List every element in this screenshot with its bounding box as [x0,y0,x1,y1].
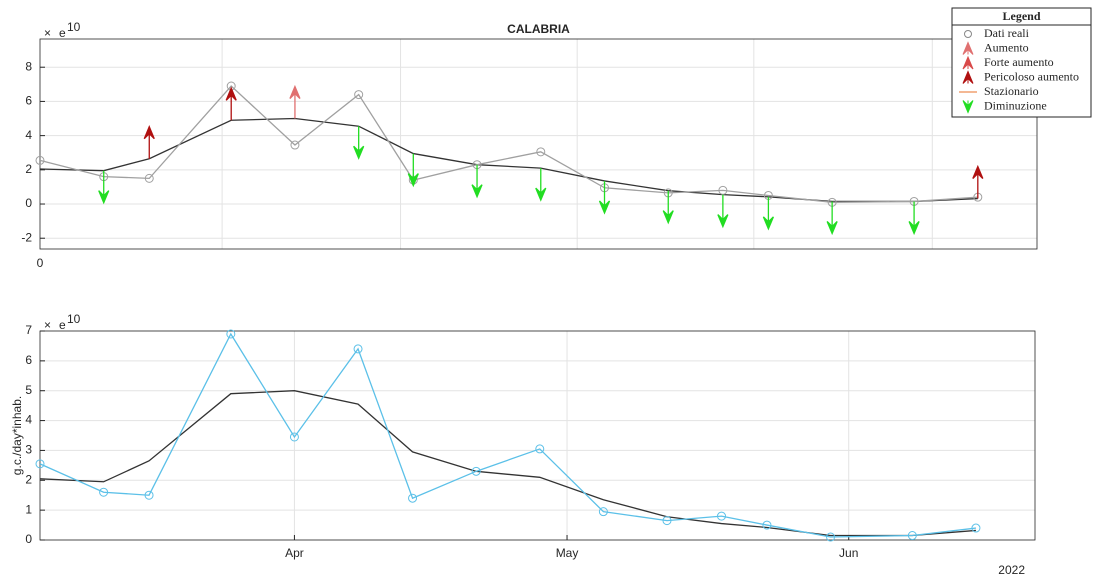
legend-label: Forte aumento [984,55,1054,69]
data-point [717,511,727,521]
y-tick-label: 8 [25,59,32,73]
y-tick-label: 1 [25,502,32,516]
status-arrow [98,170,110,205]
status-arrow [471,164,483,199]
data-point [718,185,728,195]
y-tick-label: -2 [21,230,32,244]
status-arrow [908,201,920,236]
y-tick-label: 5 [25,383,32,397]
legend-label: Diminuzione [984,98,1047,112]
y-tick-label: 2 [25,162,32,176]
data-point [144,490,154,500]
legend-symbol [962,70,974,84]
y-tick-label: 4 [25,128,32,142]
data-point [826,532,836,542]
x-tick-label: 0 [37,256,44,270]
data-point [289,432,299,442]
legend-symbol [962,100,974,114]
data-point [408,493,418,503]
y-axis-label: g.c./day*inhab. [10,396,24,475]
series-line [39,85,978,203]
legend-label: Stazionario [984,84,1039,98]
status-arrow [535,168,547,202]
legend-title: Legend [1002,9,1040,23]
plot-area [40,39,1037,249]
data-point [290,140,300,150]
y-tick-label: 6 [25,353,32,367]
data-point [35,155,45,165]
status-arrow [225,86,237,121]
plot-area [40,331,1035,540]
data-point [226,329,236,339]
status-arrow [598,180,611,215]
y-tick-label: 3 [25,443,32,457]
y-tick-label: 6 [25,94,32,108]
axes-box [39,38,1038,250]
legend-symbol [962,55,974,70]
data-point [762,520,772,530]
axes-box [39,330,1036,541]
legend-label: Aumento [984,40,1029,54]
data-point [354,90,364,100]
y-tick-label: 7 [25,323,32,337]
exponent-base: e [59,318,66,332]
data-point [35,459,45,469]
data-point [907,531,917,541]
exponent-prefix: × [44,318,51,332]
x-tick-label: Apr [285,546,304,560]
data-point [353,344,363,354]
data-point [971,523,981,533]
x-tick-label: May [556,546,579,560]
status-arrow [662,190,674,225]
data-point [598,507,608,517]
data-point [662,516,672,526]
status-arrow [972,164,984,199]
series-line [39,332,977,538]
y-tick-label: 2 [25,472,32,486]
status-arrow [717,194,729,229]
x-year-label: 2022 [998,563,1025,577]
data-point [471,466,481,476]
status-arrow [762,196,775,231]
exponent-prefix: × [44,26,51,40]
legend-symbol [962,41,974,55]
exponent-power: 10 [67,312,81,326]
exponent-power: 10 [67,20,81,34]
y-tick-label: 0 [25,532,32,546]
y-tick-label: 4 [25,413,32,427]
x-tick-label: Jun [839,546,858,560]
legend-label: Dati reali [984,26,1030,40]
status-arrow [289,84,301,119]
exponent-base: e [59,26,66,40]
status-arrow [143,125,155,159]
status-arrow [826,201,838,236]
legend-label: Pericoloso aumento [984,69,1079,83]
status-arrow [407,153,419,188]
data-point [535,444,545,454]
data-point [99,487,109,497]
status-arrow [353,126,365,160]
data-point [144,173,154,183]
chart-title: CALABRIA [507,22,570,36]
y-tick-label: 0 [25,196,32,210]
data-point [536,147,546,157]
legend-box [951,7,1092,118]
legend-symbol [964,30,972,38]
